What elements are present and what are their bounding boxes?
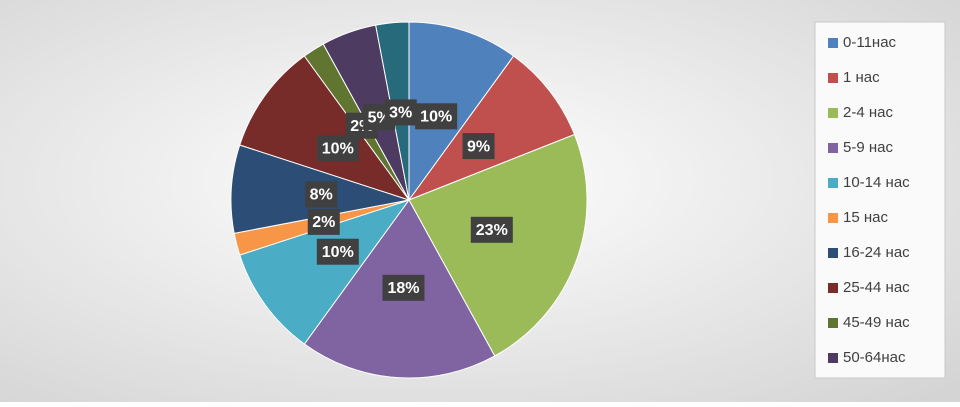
data-label-box: [316, 238, 359, 265]
data-label-box: [384, 99, 417, 126]
legend-swatch: [828, 73, 838, 83]
legend-swatch: [828, 38, 838, 48]
legend-label: 1 нас: [843, 69, 880, 86]
legend-swatch: [828, 283, 838, 293]
data-label-box: [305, 181, 338, 208]
pie-slice: [408, 133, 588, 357]
pie-slice: [407, 55, 576, 202]
data-label: 18%: [387, 280, 419, 297]
legend-swatch: [828, 318, 838, 328]
data-label: 9%: [467, 138, 490, 155]
data-label-box: [462, 133, 495, 160]
data-label: 8%: [310, 187, 333, 204]
data-label-box: [316, 135, 359, 162]
data-label-box: [470, 216, 513, 243]
legend-swatch: [828, 353, 838, 363]
data-label: 2%: [312, 214, 335, 231]
legend-label: 2-4 нас: [843, 104, 893, 121]
legend-label: 5-9 нас: [843, 139, 893, 156]
legend-label: 10-14 нас: [843, 174, 910, 191]
legend-label: 25-44 нас: [843, 279, 910, 296]
legend-swatch: [828, 213, 838, 223]
data-label: 10%: [322, 244, 354, 261]
legend-label: 16-24 нас: [843, 244, 910, 261]
legend-label: 0-11нас: [843, 34, 897, 51]
legend-swatch: [828, 178, 838, 188]
data-label: 10%: [322, 140, 354, 157]
data-label-box: [415, 103, 458, 130]
legend-swatch: [828, 248, 838, 258]
data-label-box: [382, 274, 425, 301]
pie-slice: [239, 55, 411, 201]
data-label-box: [307, 208, 340, 235]
legend-label: 15 нас: [843, 209, 888, 226]
legend-swatch: [828, 108, 838, 118]
pie-slice: [239, 199, 411, 345]
pie-slice: [408, 21, 515, 202]
data-label: 23%: [476, 222, 508, 239]
legend-label: 50-64нас: [843, 349, 906, 366]
legend-label: 45-49 нас: [843, 314, 910, 331]
legend-swatch: [828, 143, 838, 153]
data-label: 10%: [420, 109, 452, 126]
data-label: 3%: [389, 105, 412, 122]
